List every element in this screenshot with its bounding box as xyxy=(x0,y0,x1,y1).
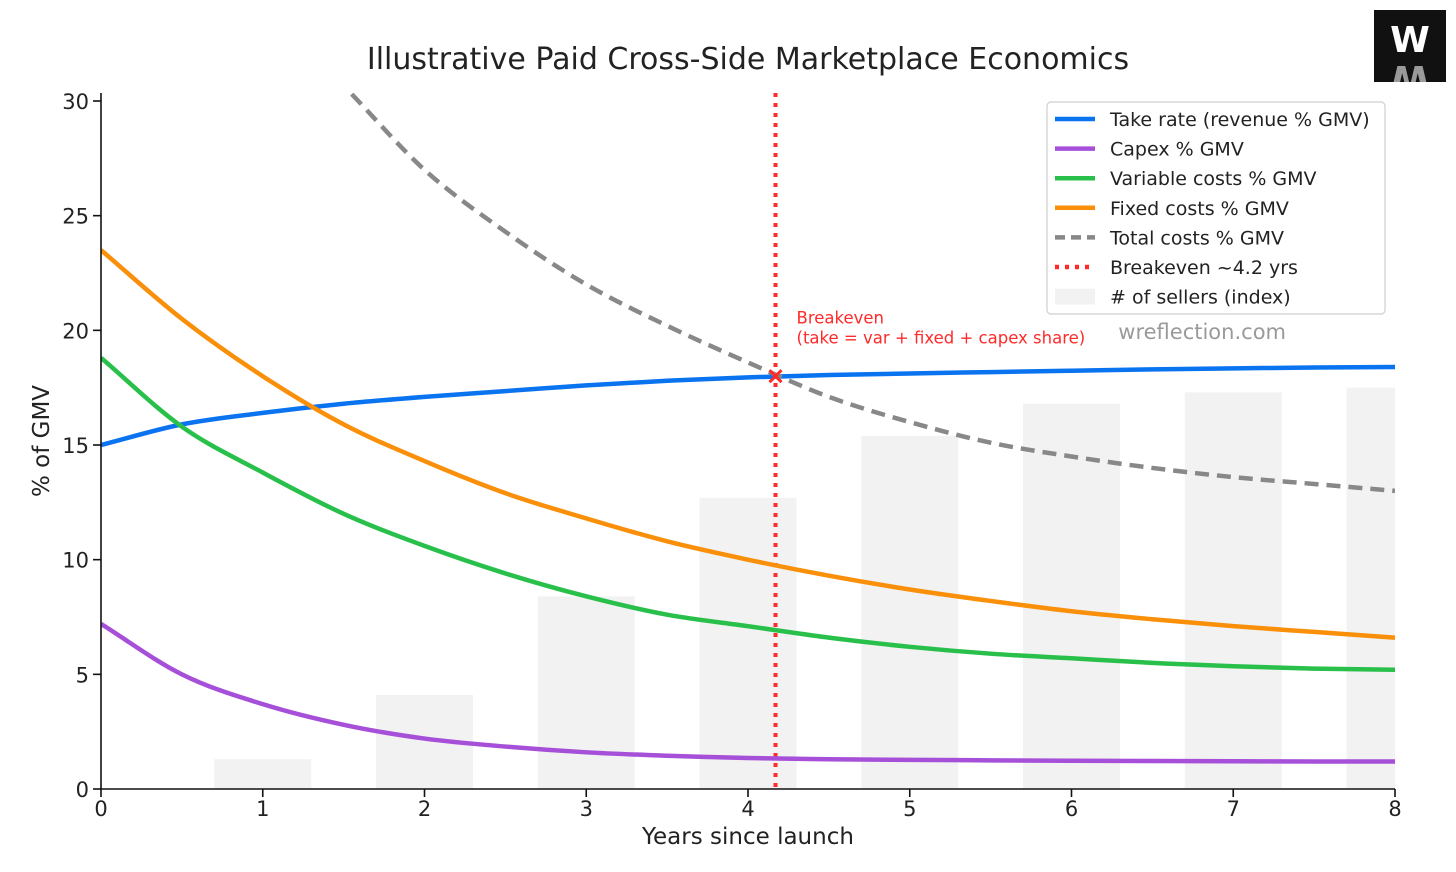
legend-item-variable-costs-gmv: Variable costs % GMV xyxy=(1055,168,1317,190)
watermark: wreflection.com xyxy=(1118,320,1286,344)
x-tick-label: 4 xyxy=(741,797,754,821)
seller-bar xyxy=(699,497,797,789)
legend-item-capex-gmv: Capex % GMV xyxy=(1055,139,1244,161)
y-axis-label: % of GMV xyxy=(29,385,55,497)
legend-item-breakeven-4-2-yrs: Breakeven ~4.2 yrs xyxy=(1055,257,1298,279)
chart-title: Illustrative Paid Cross-Side Marketplace… xyxy=(367,42,1129,77)
legend-item-of-sellers-index: # of sellers (index) xyxy=(1055,287,1291,309)
legend-label: Take rate (revenue % GMV) xyxy=(1109,109,1370,131)
seller-bar xyxy=(1346,387,1395,789)
legend-label: Total costs % GMV xyxy=(1109,227,1284,249)
legend: Take rate (revenue % GMV) Capex % GMV Vari… xyxy=(1046,101,1386,315)
y-tick-label: 20 xyxy=(62,319,89,343)
legend-label: # of sellers (index) xyxy=(1110,287,1291,309)
breakeven-marker-layer xyxy=(768,369,783,384)
y-tick-label: 25 xyxy=(62,205,89,229)
x-tick-label: 0 xyxy=(94,797,107,821)
logo-mark-icon: W W xyxy=(1390,20,1430,98)
legend-label: Capex % GMV xyxy=(1110,139,1244,161)
logo-letter-top: W xyxy=(1390,20,1430,61)
y-tick-label: 10 xyxy=(62,549,89,573)
x-tick-label: 5 xyxy=(903,797,916,821)
annotation-line-1: Breakeven xyxy=(797,308,885,327)
series-line-variable-costs-gmv xyxy=(101,356,1395,672)
legend-label: Fixed costs % GMV xyxy=(1110,198,1289,220)
y-tick-label: 30 xyxy=(62,90,89,114)
seller-bar xyxy=(861,435,959,789)
legend-label: Breakeven ~4.2 yrs xyxy=(1110,257,1298,279)
x-axis-label: Years since launch xyxy=(641,824,854,850)
legend-item-fixed-costs-gmv: Fixed costs % GMV xyxy=(1055,198,1289,220)
logo-letter-mirror: W xyxy=(1390,57,1430,82)
x-tick-label: 6 xyxy=(1065,797,1078,821)
x-tick-label: 1 xyxy=(256,797,269,821)
annotation-line-2: (take = var + fixed + capex share) xyxy=(797,328,1086,347)
legend-label: Variable costs % GMV xyxy=(1110,168,1317,190)
seller-bar xyxy=(1022,403,1121,789)
x-tick-label: 3 xyxy=(580,797,593,821)
legend-item-take-rate-revenue-gmv: Take rate (revenue % GMV) xyxy=(1055,109,1370,131)
seller-bar xyxy=(214,759,312,789)
series-line-total-costs-gmv xyxy=(350,93,1395,494)
x-tick-label: 8 xyxy=(1388,797,1401,821)
y-tick-label: 0 xyxy=(76,778,89,802)
y-tick-label: 5 xyxy=(76,663,89,687)
breakeven-marker xyxy=(768,369,783,384)
seller-bar xyxy=(537,596,635,789)
breakeven-annotation: Breakeven (take = var + fixed + capex sh… xyxy=(797,308,1086,347)
legend-swatch xyxy=(1055,288,1095,305)
seller-bars xyxy=(214,387,1395,789)
series-line-take-rate-revenue-gmv xyxy=(101,364,1395,448)
legend-box xyxy=(1046,101,1386,315)
x-tick-label: 2 xyxy=(418,797,431,821)
series-line-fixed-costs-gmv xyxy=(101,248,1395,640)
legend-item-total-costs-gmv: Total costs % GMV xyxy=(1055,227,1284,249)
brand-logo: W W xyxy=(1374,10,1446,98)
y-tick-label: 15 xyxy=(62,434,89,458)
seller-bar xyxy=(1184,392,1282,789)
series-lines xyxy=(101,93,1395,764)
ticks: 0 1 2 3 4 5 6 7 8 0 5 10 15 20 25 30 xyxy=(62,90,1401,821)
x-tick-label: 7 xyxy=(1227,797,1240,821)
series-line-capex-gmv xyxy=(101,621,1395,764)
